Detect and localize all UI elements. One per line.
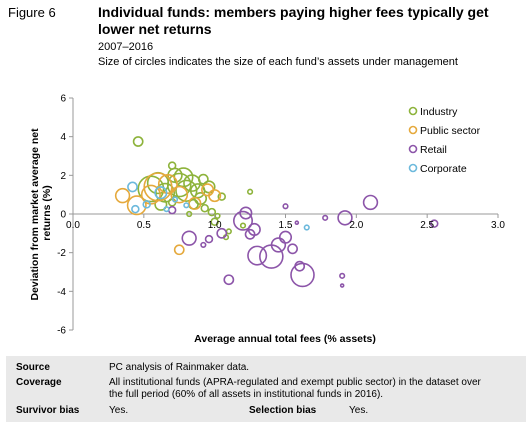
legend-label-industry: Industry	[420, 106, 458, 118]
y-tick-label: -6	[57, 326, 66, 337]
data-point-public-sector	[114, 187, 131, 204]
notes-panel: Source PC analysis of Rainmaker data. Co…	[6, 356, 526, 422]
chart-legend: Industry Public sector Retail Corporate	[408, 106, 481, 175]
data-point-public-sector	[188, 196, 202, 210]
chart-subtitle-note: Size of circles indicates the size of ea…	[98, 56, 458, 68]
data-point-corporate	[154, 186, 168, 200]
source-label: Source	[16, 362, 50, 373]
chart-points	[114, 136, 439, 288]
data-point-industry	[175, 179, 198, 202]
data-point-retail	[339, 283, 345, 288]
data-point-retail	[278, 230, 293, 244]
data-point-retail	[287, 243, 298, 255]
source-text: PC analysis of Rainmaker data.	[109, 362, 250, 373]
x-tick-label: 0.0	[66, 220, 80, 231]
data-point-industry	[132, 136, 144, 147]
legend-marker-corporate	[408, 163, 418, 173]
data-point-public-sector	[170, 185, 189, 204]
y-tick-label: -2	[57, 248, 66, 259]
data-point-public-sector	[157, 174, 178, 195]
data-point-retail	[259, 244, 284, 269]
chart-subtitle-period: 2007–2016	[98, 41, 154, 53]
data-point-retail	[339, 272, 346, 279]
legend-label-corporate: Corporate	[420, 163, 467, 175]
data-point-corporate	[171, 196, 179, 203]
y-tick-label: 0	[60, 210, 66, 221]
coverage-line2: the full period (60% of all assets in in…	[109, 389, 384, 400]
data-point-retail	[429, 219, 439, 228]
data-point-retail	[270, 237, 287, 253]
x-tick-label: 3.0	[491, 220, 505, 231]
data-point-public-sector	[126, 195, 147, 216]
data-point-corporate	[303, 224, 310, 231]
survivor-bias-label: Survivor bias	[16, 405, 80, 416]
data-point-retail	[216, 227, 228, 239]
data-point-industry	[200, 203, 210, 213]
selection-bias-text: Yes.	[349, 405, 369, 416]
chart-ticks: 6 4 2 0 -2 -4 -6 0.0 0.5 1.0 1.5 2.0 2.5 3.0	[57, 94, 505, 337]
survivor-bias-text: Yes.	[109, 405, 129, 416]
data-point-corporate	[131, 204, 140, 214]
y-tick-label: -4	[57, 287, 66, 298]
data-point-retail	[244, 228, 256, 240]
x-tick-label: 1.0	[208, 220, 222, 231]
y-axis-label: Deviation from market average net return…	[29, 125, 53, 300]
data-point-retail	[204, 234, 214, 244]
data-point-corporate	[163, 206, 170, 213]
y-tick-label: 4	[60, 132, 66, 143]
legend-label-public-sector: Public sector	[420, 125, 481, 137]
data-point-corporate	[183, 202, 190, 209]
data-point-retail	[247, 245, 268, 266]
data-point-retail	[223, 274, 235, 286]
data-point-retail	[167, 205, 177, 215]
x-tick-label: 0.5	[137, 220, 151, 231]
data-point-public-sector	[140, 184, 161, 205]
data-point-industry	[186, 210, 193, 218]
figure-label: Figure 6	[8, 5, 56, 20]
scatter-chart: 6 4 2 0 -2 -4 -6 0.0 0.5 1.0 1.5 2.0 2.5 3.0 Industry…	[29, 94, 505, 346]
data-point-retail	[337, 210, 353, 226]
data-point-retail	[282, 203, 289, 210]
data-point-public-sector	[208, 189, 222, 203]
coverage-line1: All institutional funds (APRA-regulated …	[109, 377, 481, 388]
data-point-retail	[294, 220, 300, 225]
data-point-industry	[246, 188, 254, 195]
y-axis-label-line1: Deviation from market average net	[29, 128, 41, 301]
x-axis-label: Average annual total fees (% assets)	[194, 333, 376, 345]
data-point-public-sector	[143, 172, 173, 202]
data-point-industry	[239, 222, 247, 229]
data-point-retail	[239, 206, 253, 220]
x-tick-label: 2.0	[349, 220, 363, 231]
data-point-industry	[166, 172, 192, 198]
y-tick-label: 6	[60, 94, 66, 105]
selection-bias-label: Selection bias	[249, 405, 317, 416]
data-point-retail	[200, 241, 207, 249]
data-point-retail	[233, 210, 254, 231]
legend-marker-retail	[408, 144, 418, 154]
data-point-industry	[217, 192, 227, 201]
y-axis-label-line2: returns (%)	[41, 185, 53, 240]
data-point-retail	[322, 214, 329, 221]
x-tick-label: 1.5	[279, 220, 293, 231]
data-point-public-sector	[173, 244, 185, 256]
data-point-industry	[225, 228, 232, 235]
chart-title: Individual funds: members paying higher …	[98, 4, 489, 37]
data-point-industry	[155, 182, 176, 203]
data-point-corporate	[142, 200, 151, 209]
data-point-retail	[290, 262, 315, 288]
coverage-label: Coverage	[16, 377, 62, 388]
legend-marker-industry	[408, 106, 418, 116]
y-tick-label: 2	[60, 171, 66, 182]
data-point-industry	[210, 217, 219, 226]
x-tick-label: 2.5	[420, 220, 434, 231]
legend-marker-public-sector	[408, 125, 418, 135]
legend-label-retail: Retail	[420, 144, 447, 156]
data-point-retail	[362, 194, 379, 211]
data-point-corporate	[127, 181, 138, 193]
data-point-industry	[207, 207, 217, 217]
data-point-industry	[214, 212, 221, 220]
data-point-retail	[181, 230, 197, 246]
data-point-retail	[247, 222, 261, 237]
